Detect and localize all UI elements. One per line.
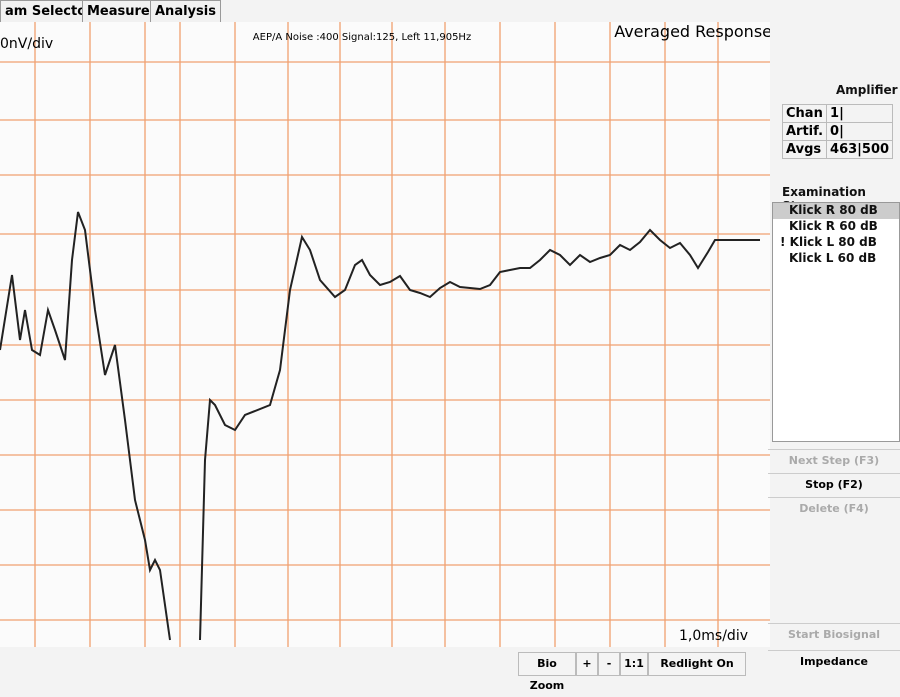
steps-list: Klick R 80 dB Klick R 60 dB ! Klick L 80… — [772, 202, 900, 442]
button[interactable]: Next Step (F3) — [768, 449, 900, 472]
plot: 0nV/div AEP/A Noise :400 Signal:125, Lef… — [0, 22, 770, 647]
step[interactable]: Klick R 60 dB — [789, 219, 878, 233]
toolbar-label: Bio Zoom — [518, 652, 576, 692]
plot-title: Averaged Response — [614, 22, 770, 41]
waveform — [199, 228, 760, 641]
grid — [0, 22, 770, 647]
cell: 463|500 — [826, 140, 894, 159]
plot-bg — [0, 22, 770, 647]
toolbar-button[interactable]: Redlight On — [648, 652, 746, 676]
cell: Avgs — [781, 140, 828, 159]
button[interactable]: Start Biosignal — [768, 623, 900, 646]
x-scale: 1,0ms/div — [679, 628, 748, 644]
tab[interactable]: Measure — [82, 0, 155, 24]
button[interactable]: Delete (F4) — [768, 497, 900, 520]
toolbar-button[interactable]: 1:1 — [620, 652, 648, 676]
toolbar-button[interactable]: - — [598, 652, 620, 676]
toolbar-button[interactable]: + — [576, 652, 598, 676]
tab[interactable]: am Selector — [0, 0, 98, 24]
cell: 0| — [826, 122, 894, 141]
tab[interactable]: Analysis — [150, 0, 221, 24]
step[interactable]: ! Klick L 80 dB — [780, 235, 877, 249]
cell: Artif. — [781, 122, 828, 141]
button[interactable]: Stop (F2) — [768, 473, 900, 496]
waveform — [0, 211, 171, 641]
cell: 1| — [826, 104, 894, 123]
button[interactable]: Impedance — [768, 650, 900, 673]
step[interactable]: Klick L 60 dB — [789, 251, 877, 265]
amplifier-table: Chan 1| Artif. 0| Avgs 463|500 — [781, 104, 894, 159]
cell: Chan — [781, 104, 828, 123]
y-scale: 0nV/div — [0, 36, 53, 52]
amplifier-title: Amplifier — [836, 83, 898, 97]
info: AEP/A Noise :400 Signal:125, Left 11,905… — [253, 32, 471, 43]
step[interactable]: Klick R 80 dB — [773, 203, 899, 219]
